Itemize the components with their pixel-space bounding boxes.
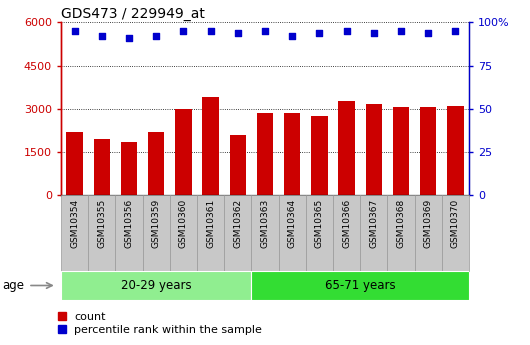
Text: GSM10369: GSM10369 bbox=[424, 199, 432, 248]
Text: GSM10362: GSM10362 bbox=[233, 199, 242, 248]
Bar bbox=[148, 132, 164, 195]
Bar bbox=[224, 195, 251, 271]
Text: GSM10361: GSM10361 bbox=[206, 199, 215, 248]
Text: GSM10365: GSM10365 bbox=[315, 199, 324, 248]
Bar bbox=[279, 195, 306, 271]
Text: GSM10360: GSM10360 bbox=[179, 199, 188, 248]
Text: GSM10367: GSM10367 bbox=[369, 199, 378, 248]
Legend: count, percentile rank within the sample: count, percentile rank within the sample bbox=[53, 308, 267, 339]
Bar bbox=[442, 195, 469, 271]
Text: GSM10355: GSM10355 bbox=[98, 199, 106, 248]
Bar bbox=[143, 195, 170, 271]
Point bbox=[288, 33, 296, 39]
Point bbox=[315, 30, 324, 36]
Point bbox=[125, 35, 133, 41]
Bar bbox=[393, 107, 409, 195]
Text: 20-29 years: 20-29 years bbox=[121, 279, 191, 292]
Text: GSM10366: GSM10366 bbox=[342, 199, 351, 248]
Bar bbox=[116, 195, 143, 271]
Point bbox=[342, 28, 351, 34]
Bar bbox=[170, 195, 197, 271]
Bar bbox=[284, 113, 301, 195]
Text: GSM10370: GSM10370 bbox=[451, 199, 460, 248]
Bar bbox=[88, 195, 116, 271]
Bar bbox=[339, 101, 355, 195]
Text: GSM10363: GSM10363 bbox=[261, 199, 269, 248]
Point bbox=[70, 28, 79, 34]
Bar bbox=[420, 107, 436, 195]
Point bbox=[424, 30, 432, 36]
Bar bbox=[311, 116, 328, 195]
Text: GSM10356: GSM10356 bbox=[125, 199, 134, 248]
Bar bbox=[257, 113, 273, 195]
Point bbox=[369, 30, 378, 36]
Bar bbox=[366, 104, 382, 195]
Bar bbox=[229, 135, 246, 195]
Point bbox=[152, 33, 161, 39]
Bar bbox=[197, 195, 224, 271]
Text: GSM10368: GSM10368 bbox=[396, 199, 405, 248]
Text: GSM10354: GSM10354 bbox=[70, 199, 79, 248]
Text: GSM10359: GSM10359 bbox=[152, 199, 161, 248]
Bar bbox=[61, 195, 88, 271]
Point bbox=[451, 28, 460, 34]
Point bbox=[397, 28, 405, 34]
Text: 65-71 years: 65-71 years bbox=[325, 279, 395, 292]
Bar bbox=[333, 195, 360, 271]
Bar bbox=[121, 142, 137, 195]
Bar bbox=[202, 97, 219, 195]
Point bbox=[261, 28, 269, 34]
Bar bbox=[66, 132, 83, 195]
Point bbox=[234, 30, 242, 36]
Bar bbox=[94, 139, 110, 195]
Bar bbox=[251, 271, 469, 300]
Text: GDS473 / 229949_at: GDS473 / 229949_at bbox=[61, 7, 205, 21]
Point bbox=[179, 28, 188, 34]
Point bbox=[98, 33, 106, 39]
Bar bbox=[447, 106, 464, 195]
Point bbox=[206, 28, 215, 34]
Text: age: age bbox=[3, 279, 25, 292]
Bar bbox=[251, 195, 279, 271]
Text: GSM10364: GSM10364 bbox=[288, 199, 297, 248]
Bar bbox=[387, 195, 414, 271]
Bar bbox=[306, 195, 333, 271]
Bar bbox=[61, 271, 251, 300]
Bar bbox=[414, 195, 442, 271]
Bar bbox=[360, 195, 387, 271]
Bar bbox=[175, 109, 191, 195]
